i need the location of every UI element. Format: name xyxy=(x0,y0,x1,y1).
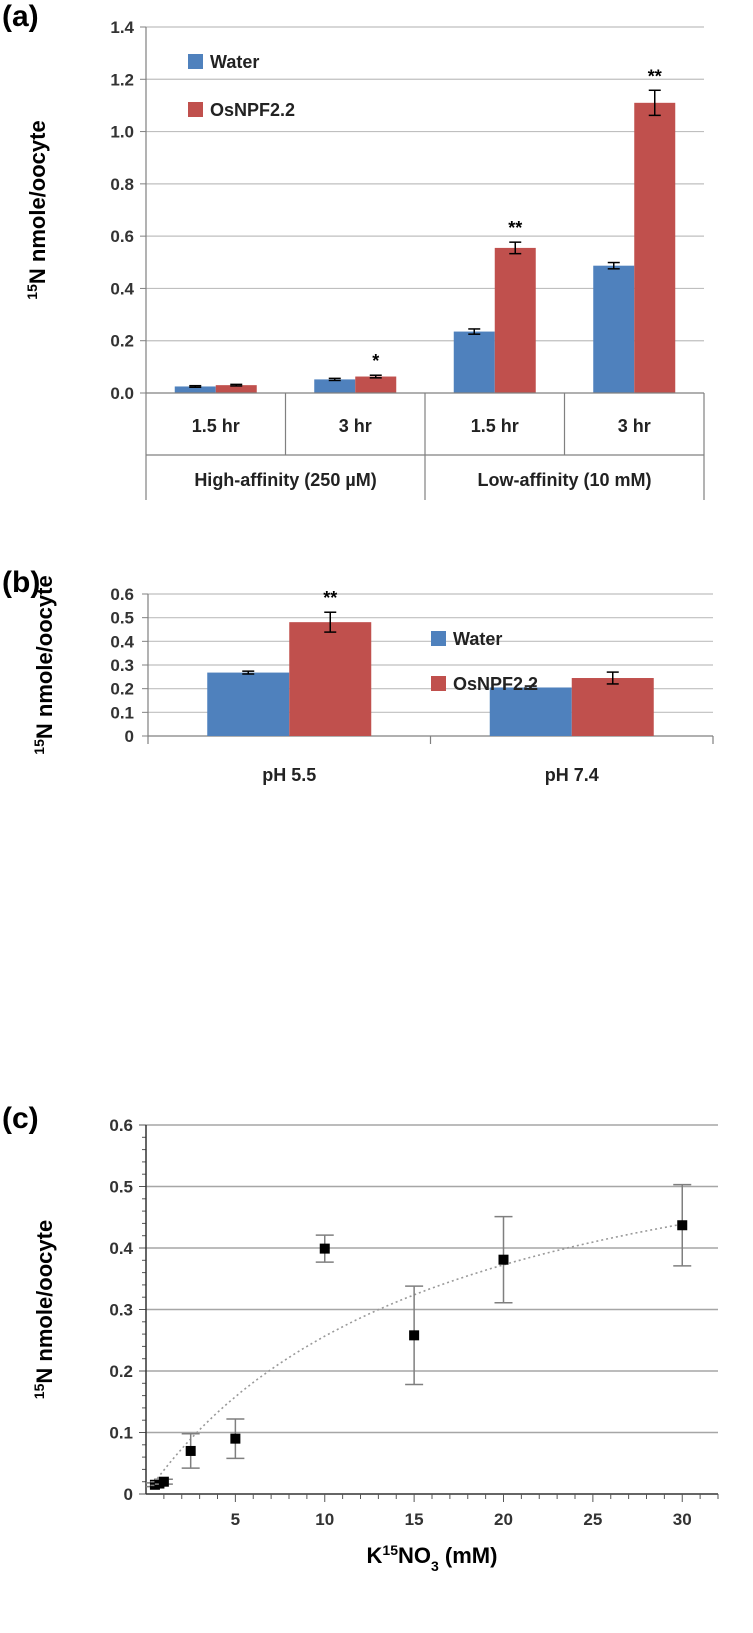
a-category-label: 1.5 hr xyxy=(471,416,519,436)
a-error-bar xyxy=(509,241,522,255)
a-significance-mark: ** xyxy=(508,218,522,238)
b-y-tick-label: 0.1 xyxy=(110,703,134,722)
b-y-tick-label: 0.3 xyxy=(110,656,134,675)
c-x-tick-label: 15 xyxy=(405,1510,424,1529)
b-error-bar xyxy=(524,685,537,690)
a-y-tick-label: 1.0 xyxy=(110,123,134,142)
b-bar-osnpf22 xyxy=(289,622,372,736)
a-group-label: High-affinity (250 µM) xyxy=(194,470,376,490)
b-category-label: pH 5.5 xyxy=(262,765,316,785)
b-error-bar xyxy=(606,671,619,685)
a-legend-swatch xyxy=(188,54,203,69)
panel-b-label: (b) xyxy=(2,566,41,599)
b-bar-osnpf22 xyxy=(571,678,654,736)
c-data-point xyxy=(158,1476,169,1487)
c-y-tick-label: 0.3 xyxy=(109,1301,133,1320)
c-y-tick-label: 0 xyxy=(124,1485,133,1504)
c-data-point xyxy=(230,1433,241,1444)
a-significance-mark: * xyxy=(372,351,379,371)
a-bar-osnpf22 xyxy=(634,102,676,394)
c-y-tick-label: 0.5 xyxy=(109,1178,133,1197)
b-error-bar xyxy=(324,611,337,633)
a-bar-osnpf22 xyxy=(215,385,257,393)
b-category-label: pH 7.4 xyxy=(545,765,599,785)
c-y-tick-label: 0.1 xyxy=(109,1424,133,1443)
panel-a-label: (a) xyxy=(2,0,39,33)
c-y-axis-label: 15N nmole/oocyte xyxy=(31,1220,57,1399)
c-x-tick-label: 25 xyxy=(583,1510,602,1529)
b-y-tick-label: 0 xyxy=(125,727,134,746)
a-legend-label: OsNPF2.2 xyxy=(210,100,295,120)
a-y-tick-label: 0.4 xyxy=(110,279,134,298)
a-y-tick-label: 0.8 xyxy=(110,175,134,194)
a-category-label: 3 hr xyxy=(618,416,651,436)
b-legend-label: OsNPF2.2 xyxy=(453,674,538,694)
c-y-tick-label: 0.6 xyxy=(109,1116,133,1135)
a-error-bar xyxy=(230,383,243,387)
b-y-tick-label: 0.2 xyxy=(110,680,134,699)
c-y-tick-label: 0.4 xyxy=(109,1239,133,1258)
a-category-label: 3 hr xyxy=(339,416,372,436)
a-bar-water xyxy=(593,265,635,393)
a-category-label: 1.5 hr xyxy=(192,416,240,436)
b-legend-label: Water xyxy=(453,629,502,649)
a-bar-osnpf22 xyxy=(355,376,397,393)
c-data-point xyxy=(409,1330,420,1341)
a-error-bar xyxy=(189,384,202,388)
b-y-tick-label: 0.4 xyxy=(110,632,134,651)
c-x-tick-label: 10 xyxy=(315,1510,334,1529)
a-error-bar xyxy=(328,377,341,382)
b-legend-swatch xyxy=(431,631,446,646)
b-error-bar xyxy=(242,670,255,675)
a-error-bar xyxy=(648,89,661,117)
b-y-axis-label: 15N nmole/oocyte xyxy=(31,575,57,754)
a-error-bar xyxy=(607,261,620,270)
a-y-tick-label: 0.2 xyxy=(110,332,134,351)
a-error-bar xyxy=(468,328,481,335)
b-legend-swatch xyxy=(431,676,446,691)
c-data-point xyxy=(185,1445,196,1456)
panel-c-label: (c) xyxy=(2,1102,39,1135)
b-significance-mark: ** xyxy=(323,588,337,608)
a-bar-water xyxy=(314,379,356,393)
c-x-tick-label: 20 xyxy=(494,1510,513,1529)
c-x-tick-label: 30 xyxy=(673,1510,692,1529)
a-significance-mark: ** xyxy=(648,66,662,86)
c-fit-curve xyxy=(150,1224,679,1487)
a-group-label: Low-affinity (10 mM) xyxy=(478,470,652,490)
c-data-point xyxy=(498,1254,509,1265)
b-y-tick-label: 0.5 xyxy=(110,609,134,628)
c-data-point xyxy=(677,1220,688,1231)
a-y-axis-label: 15N nmole/oocyte xyxy=(24,120,50,299)
c-data-point xyxy=(319,1243,330,1254)
c-x-axis-label: K15NO3 (mM) xyxy=(367,1542,498,1574)
a-bar-water xyxy=(174,386,216,393)
b-bar-water xyxy=(489,687,572,736)
b-y-tick-label: 0.6 xyxy=(110,585,134,604)
c-y-tick-label: 0.2 xyxy=(109,1362,133,1381)
a-y-tick-label: 0.6 xyxy=(110,227,134,246)
a-y-tick-label: 1.4 xyxy=(110,18,134,37)
a-bar-water xyxy=(453,331,495,393)
c-x-tick-label: 5 xyxy=(231,1510,240,1529)
a-error-bar xyxy=(369,374,382,379)
a-legend-swatch xyxy=(188,102,203,117)
a-legend-label: Water xyxy=(210,52,259,72)
a-y-tick-label: 0.0 xyxy=(110,384,134,403)
a-y-tick-label: 1.2 xyxy=(110,70,134,89)
a-bar-osnpf22 xyxy=(494,247,536,393)
b-bar-water xyxy=(207,672,290,736)
